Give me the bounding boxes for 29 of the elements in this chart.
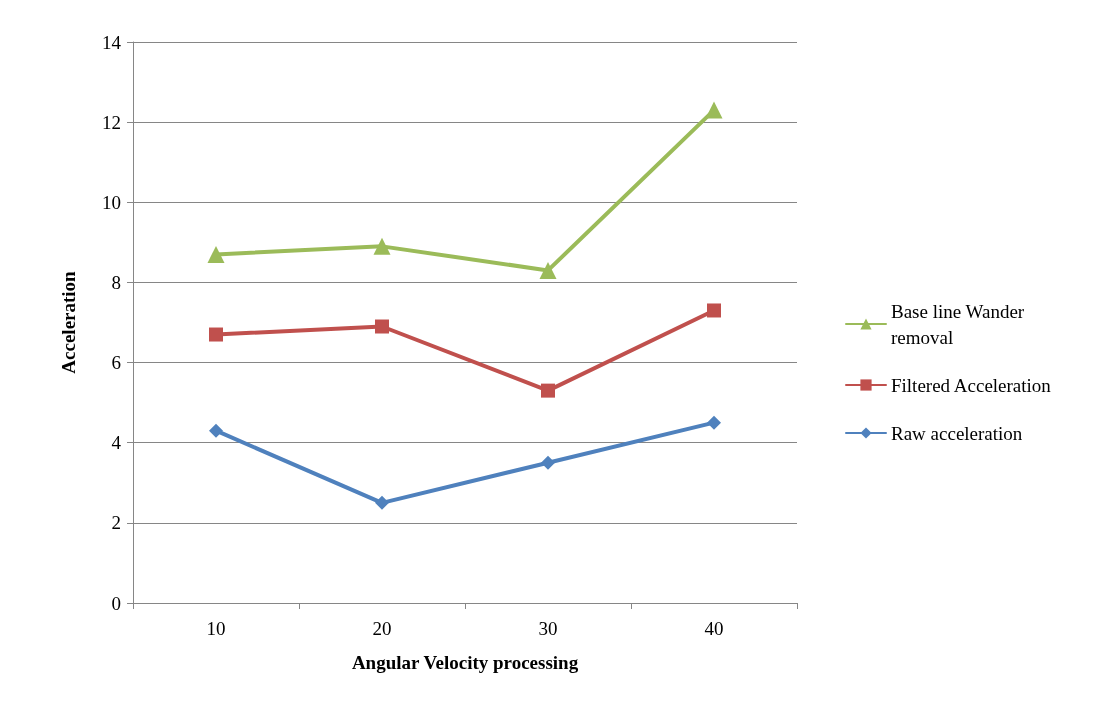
point <box>209 423 223 438</box>
legend-label: Base line Wander removal <box>891 300 1029 348</box>
y-tick-label: 2 <box>111 512 121 534</box>
point <box>375 319 389 334</box>
x-axis-title: Angular Velocity processing <box>351 652 579 673</box>
point <box>541 383 555 398</box>
point <box>707 415 721 430</box>
legend-label: Filtered Acceleration <box>891 374 1052 396</box>
y-axis-title: Acceleration <box>58 270 79 374</box>
x-tick-label: 20 <box>372 618 392 639</box>
point <box>705 101 723 119</box>
y-tick-label: 14 <box>102 31 122 53</box>
y-tick-label: 8 <box>111 271 121 293</box>
y-tick-label: 4 <box>111 432 122 454</box>
point <box>373 237 391 255</box>
point <box>207 245 225 263</box>
y-tick-label: 6 <box>111 352 121 374</box>
point <box>539 261 557 279</box>
point <box>375 495 389 510</box>
x-tick-label: 30 <box>538 618 558 639</box>
x-tick-label: 10 <box>206 618 226 639</box>
y-tick-label: 0 <box>111 592 121 614</box>
legend-label: Raw acceleration <box>891 422 1023 444</box>
point <box>707 303 721 318</box>
point <box>209 327 223 342</box>
point <box>541 455 555 470</box>
y-tick-label: 10 <box>102 191 121 213</box>
y-tick-label: 12 <box>102 111 121 133</box>
x-tick-label: 40 <box>704 618 724 639</box>
